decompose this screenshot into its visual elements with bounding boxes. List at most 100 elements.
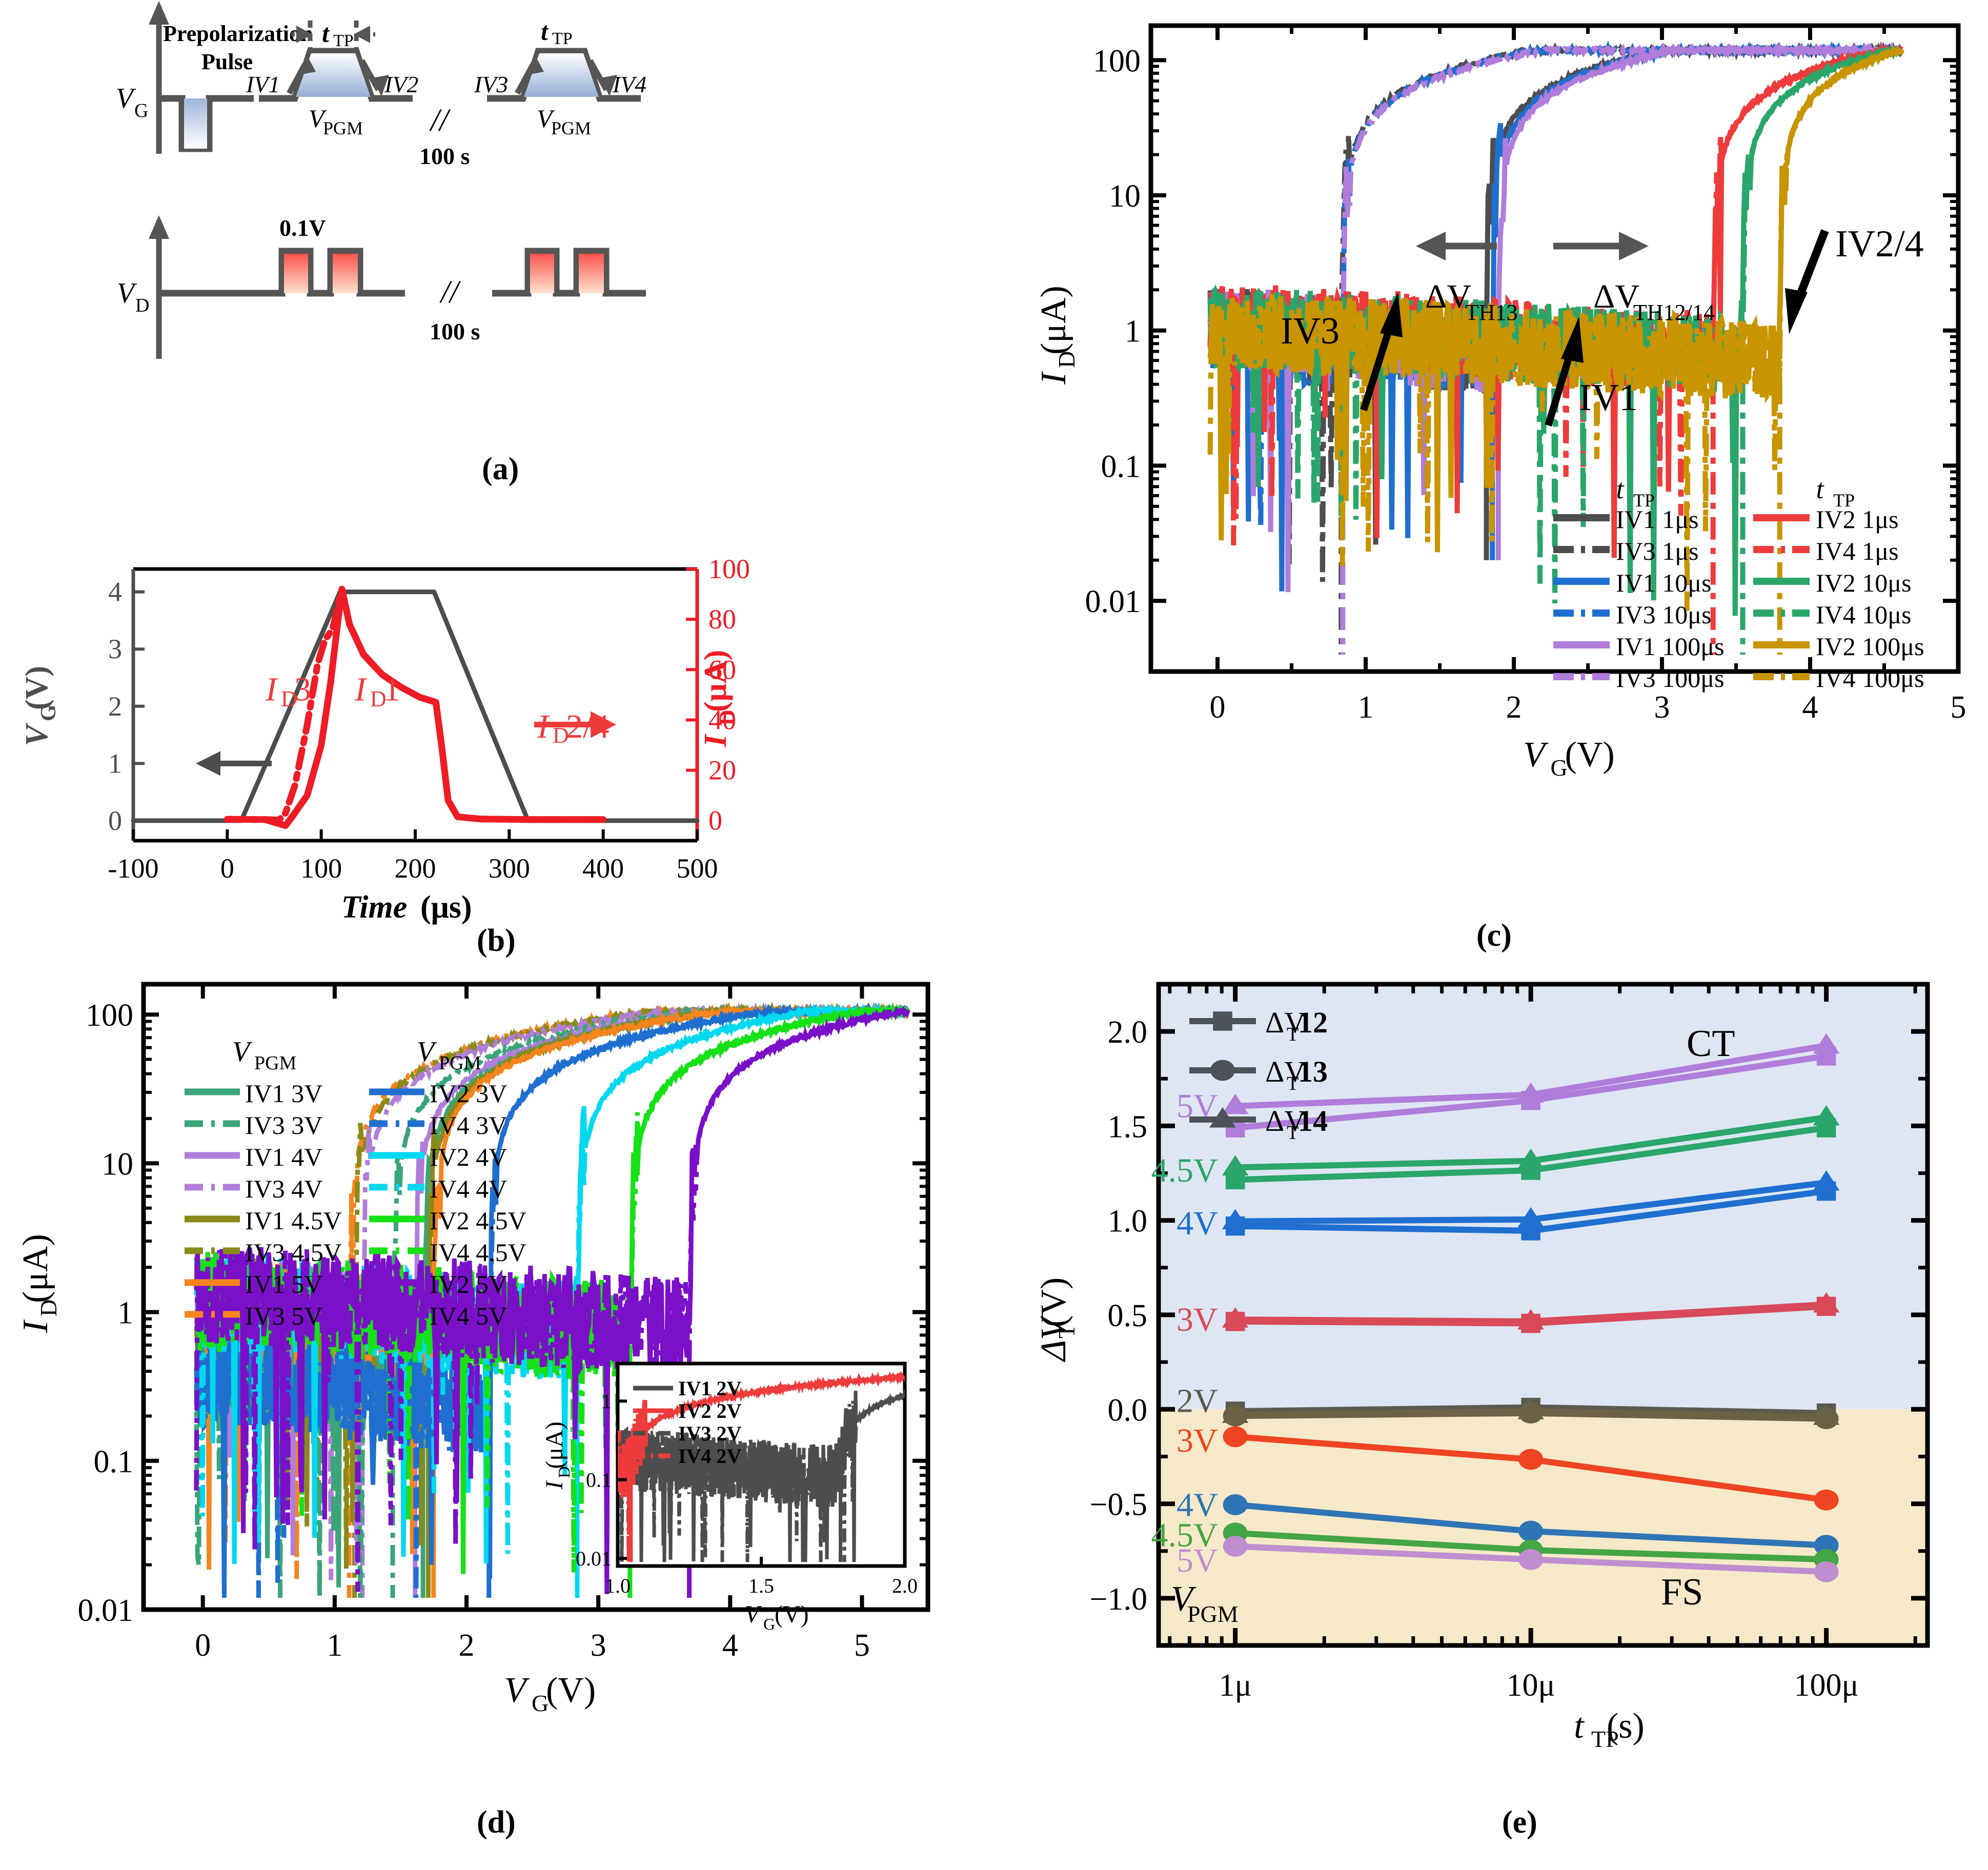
x-axis-label-sub: G [1551,755,1568,781]
x-axis-label: V [504,1671,530,1710]
break-mark-top: // [429,103,451,138]
panel-e-plot: 1μ 10μ 100μ −1.0 −0.5 0.0 0.5 1.0 1.5 2.0 t TP (s) Δ… [1034,982,1930,1752]
y-tick-label: 10 [102,1147,133,1182]
ttp-label-2-sub: TP [552,29,573,48]
iv1-arrow-head [299,57,316,75]
vd-pulse-pair-1-outline [159,248,405,297]
vg-trace-group: V G Prepolarization Pulse t TP IV1 [116,1,646,169]
inset: 1.0 1.5 2.0 1 0.1 0.01 V G (V) ID (μA) IV1 2VIV2 … [541,1361,918,1633]
marker-circle [1518,1549,1544,1570]
legend-label: IV1 1μs [1616,505,1699,534]
y-tick-label: 10 [1109,179,1141,214]
series-i-d3 [224,585,607,824]
vpgm-label-2-sub: PGM [551,118,591,138]
marker-triangle [1517,1082,1544,1103]
y-tick-label: −0.5 [1090,1488,1147,1522]
y-axis-label-left-sub: G [37,704,60,721]
y-tick-label: 1.5 [1108,1109,1148,1144]
y-tick-label: 100 [86,998,133,1033]
curves-group [194,1001,910,1598]
ct-region-label: CT [1687,1023,1735,1065]
x-tick-label: 200 [395,853,436,884]
legend-header-1-sub: PGM [254,1052,296,1074]
legend-label: IV4 4V [430,1174,507,1203]
iv1-arrow-head [1561,317,1584,363]
annotation-id1-num: 1 [383,671,400,708]
vg-axis-label-sub: G [134,100,148,121]
legend-label: IV3 4.5V [245,1238,342,1267]
x-axis-label-unit: (V) [1565,735,1615,775]
legend-label: IV4 10μs [1816,600,1912,629]
marker-circle [1518,1449,1544,1470]
y-tick-label-right: 100 [708,554,750,584]
x-axis-label-unit: (V) [546,1671,596,1710]
y-tick-label: 0.1 [94,1445,134,1479]
annotation-id3-num: 3 [294,671,311,708]
inset-y-tick-label: 0.1 [586,1469,612,1492]
panel-label-c: (c) [1476,918,1512,953]
marker-triangle [1222,1307,1249,1328]
panel-d: 0 1 2 3 4 5 0.01 0.1 1 10 100 V G (V) I D (μA) V PGM V PGM… [15,964,969,1743]
y-tick-label: −1.0 [1090,1582,1147,1617]
x-tick-label: 0 [195,1628,211,1663]
fs-region-background [1159,1409,1928,1645]
x-axis-label-sub: TP [1591,1726,1619,1752]
legend-label: IV2 3V [430,1079,507,1108]
y-axis-label-right-unit: (μA) [698,650,733,712]
marker-triangle [1517,1148,1544,1169]
x-tick-label: 1 [327,1628,342,1663]
x-tick-label: 500 [677,853,718,884]
y-tick-label-left: 3 [108,634,122,664]
legend-marker-triangle [1209,1107,1236,1128]
legend-label: IV1 3V [245,1079,322,1108]
legend-label: IV4 4.5V [430,1238,526,1267]
x-tick-label: 3 [591,1628,606,1663]
marker-triangle [1813,1105,1840,1126]
ttp-label-1-sub: TP [333,31,354,50]
annotation-id1-sub: D [370,686,387,712]
vd-pulse-2a-fill [530,254,554,293]
legend-label-num: 13 [1298,1055,1328,1088]
x-axis-label: t [1574,1706,1585,1746]
vpgm-caption: V [1171,1579,1196,1619]
dvth1214-arrow-head [1619,232,1649,260]
pgm-trapezoid-1-outline [259,48,413,102]
inset-legend-label: IV2 2V [678,1399,741,1422]
marker-circle [1223,1494,1248,1515]
panel-label-d: (d) [477,1805,516,1840]
vpgm-label-1-sub: PGM [323,118,363,138]
marker-triangle [1222,1155,1249,1176]
legend-label: IV3 5V [245,1302,322,1330]
legend-label: ΔV [1265,1006,1306,1039]
iv3-arrow-head [1380,292,1403,337]
inset-x-tick-label: 1.0 [605,1574,631,1597]
fs-region-label: FS [1661,1571,1703,1613]
legend-label: ΔV [1265,1055,1306,1088]
panel-label-b: (b) [477,923,516,958]
x-tick-label: 400 [582,853,624,884]
legend-label: IV4 100μs [1816,664,1924,693]
iv1-annotation: IV1 [1579,377,1638,419]
wait-time-bottom: 100 s [430,318,480,344]
plot-background [133,569,697,841]
x-tick-label: 4 [722,1628,738,1663]
vpgm-series-label: 5V [1176,1542,1218,1579]
legend-label: IV4 5V [430,1302,507,1330]
legend-header-2-sub: PGM [439,1052,481,1074]
legend-label: IV3 3V [245,1111,322,1140]
y-axis-label-group: ID (μA) [16,1234,62,1333]
x-tick-label: 3 [1654,690,1670,725]
legend-marker-square [1213,1011,1232,1031]
iv4-arrow-head [600,75,617,96]
panel-label-a: (a) [482,452,519,486]
inset-y-axis-label-unit: (μA) [541,1421,568,1469]
pgm-trapezoid-2-outline [487,48,641,102]
y-tick-label: 0.1 [1101,449,1141,484]
ttp-arrow-right-head [354,26,370,43]
legend-header-1: t [1616,474,1625,504]
iv3-annotation: IV3 [1281,310,1340,352]
marker-circle [1814,1408,1839,1430]
legend-label: IV3 1μs [1616,537,1699,565]
legend-header-1-sub: TP [1633,490,1655,511]
